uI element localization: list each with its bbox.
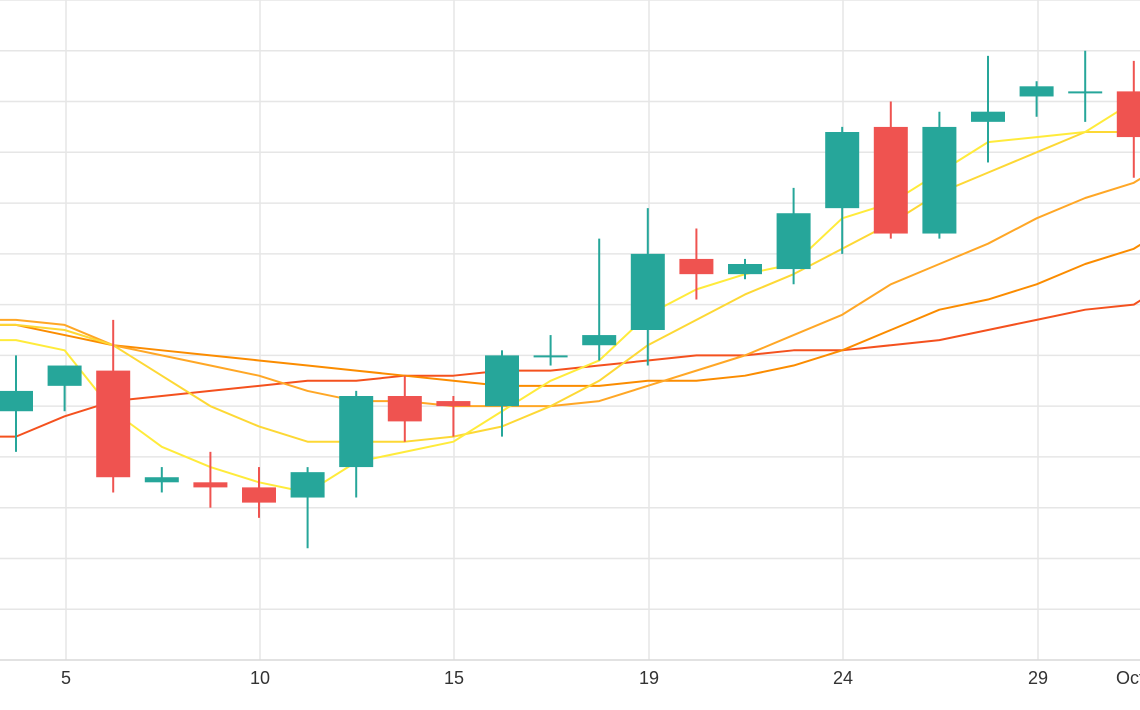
candle	[144, 467, 179, 493]
candle-body	[0, 390, 33, 412]
x-tick-label: 24	[833, 668, 853, 688]
x-tick-label: Oct	[1116, 668, 1140, 688]
moving-average-line-ma_2	[0, 126, 1140, 443]
candle-body	[47, 365, 82, 386]
candle-body	[387, 396, 422, 422]
candle-body	[630, 253, 665, 330]
candle-body	[193, 482, 228, 488]
candle-body	[776, 213, 811, 270]
candle-body	[728, 264, 762, 275]
grid	[0, 0, 1140, 661]
candle	[776, 187, 811, 285]
candle	[96, 319, 131, 493]
moving-average-line-ma_4	[0, 243, 1140, 387]
candle	[630, 208, 665, 366]
moving-average-line-ma_5	[0, 299, 1140, 438]
x-tick-label: 29	[1028, 668, 1048, 688]
candle	[387, 375, 422, 442]
candle-body	[1068, 91, 1103, 94]
x-tick-label: 19	[639, 668, 659, 688]
candle	[971, 55, 1005, 163]
candle-body	[1116, 91, 1140, 138]
candle-layer	[0, 50, 1140, 549]
candle	[1068, 50, 1103, 122]
candle-body	[242, 487, 276, 503]
candle	[922, 111, 957, 239]
candle	[0, 355, 33, 452]
candle-body	[96, 370, 131, 478]
candle-body	[1019, 86, 1054, 97]
candle	[1116, 60, 1140, 178]
candle-body	[533, 355, 568, 358]
candle	[339, 390, 374, 498]
candle-body	[873, 126, 908, 234]
candle	[242, 467, 276, 518]
candle	[1019, 81, 1054, 117]
candle	[436, 396, 471, 437]
candle-body	[290, 472, 325, 498]
candle-body	[582, 335, 617, 346]
candle-body	[436, 401, 471, 407]
candle-body	[922, 126, 957, 234]
moving-average-line-ma_fast	[0, 96, 1140, 494]
candle-body	[485, 355, 519, 407]
candle	[533, 335, 568, 366]
candle	[47, 365, 82, 412]
x-tick-label: 15	[444, 668, 464, 688]
moving-average-layer	[0, 96, 1140, 494]
candle-body	[825, 132, 860, 209]
candle	[873, 101, 908, 239]
candle	[582, 238, 617, 361]
candle-body	[339, 396, 374, 468]
x-tick-label: 5	[61, 668, 71, 688]
candle	[193, 451, 228, 508]
x-tick-label: 10	[250, 668, 270, 688]
candle	[485, 350, 519, 437]
candle-body	[679, 258, 714, 275]
candle	[728, 258, 762, 280]
candle	[825, 126, 860, 254]
candle-body	[144, 477, 179, 483]
candle-body	[971, 111, 1005, 122]
moving-average-line-ma_3	[0, 177, 1140, 408]
x-axis-ticks: 5 10 15 19 24 29 Oct	[61, 668, 1140, 688]
candle	[679, 228, 714, 300]
candle	[290, 467, 325, 549]
